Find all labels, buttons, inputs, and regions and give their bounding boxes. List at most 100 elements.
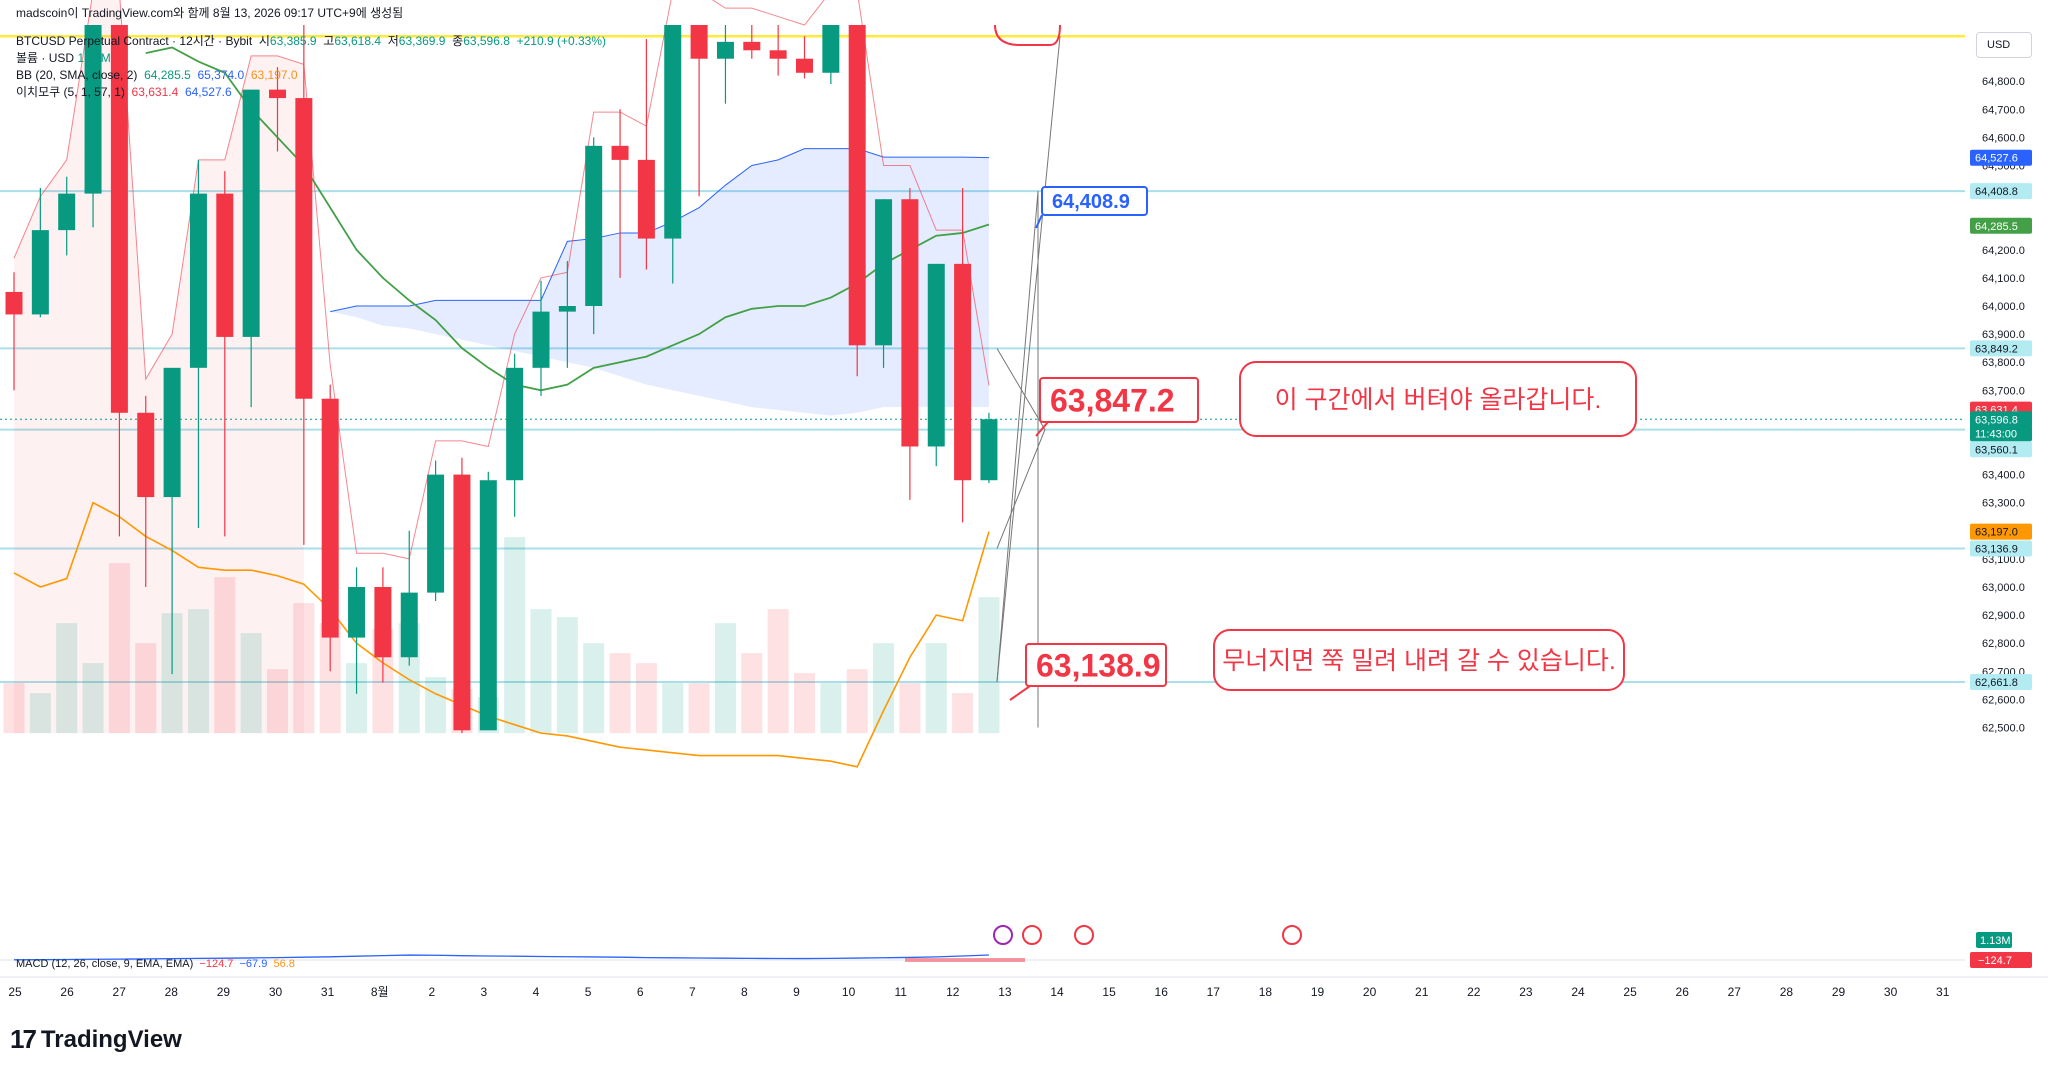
candle-body — [822, 25, 840, 73]
candle — [506, 353, 524, 517]
time-tick-label: 26 — [60, 985, 74, 999]
candle-body — [137, 412, 155, 498]
price-tick-label: 62,500.0 — [1982, 723, 2025, 735]
candle-body — [189, 193, 207, 368]
price-tick-label: 63,300.0 — [1982, 498, 2025, 510]
candle-body — [848, 25, 866, 346]
candle — [348, 567, 366, 694]
volume-bar — [635, 663, 657, 734]
macd-histogram — [905, 958, 1025, 962]
volume-bar — [82, 663, 104, 734]
annotation-level-low-text: 63,138.9 — [1036, 648, 1161, 684]
candle — [84, 25, 102, 228]
price-badge-label: 62,661.8 — [1975, 677, 2018, 689]
price-tick-label: 63,900.0 — [1982, 329, 2025, 341]
candle — [374, 567, 392, 683]
time-tick-label: 31 — [1936, 985, 1950, 999]
volume-bar — [899, 683, 921, 734]
price-tick-label: 63,800.0 — [1982, 357, 2025, 369]
candle-body — [453, 474, 471, 731]
macd-legend[interactable]: MACD (12, 26, close, 9, EMA, EMA) −124.7… — [16, 958, 295, 970]
candle — [558, 261, 576, 368]
symbol-title[interactable]: BTCUSD Perpetual Contract · 12시간 · Bybit — [16, 34, 253, 48]
price-tick-label: 64,000.0 — [1982, 301, 2025, 313]
candle-body — [321, 398, 339, 638]
currency-button[interactable]: USD — [1976, 32, 2032, 58]
price-badge-label: 64,285.5 — [1975, 221, 2018, 233]
price-tick-label: 62,900.0 — [1982, 610, 2025, 622]
time-tick-label: 2 — [428, 985, 435, 999]
volume-bar — [319, 623, 341, 734]
legend-symbol-row[interactable]: BTCUSD Perpetual Contract · 12시간 · Bybit… — [16, 34, 606, 48]
time-tick-label: 10 — [842, 985, 856, 999]
time-tick-label: 20 — [1363, 985, 1377, 999]
callout-hold: 이 구간에서 버텨야 올라갑니다. — [1239, 361, 1637, 437]
price-tick-label: 64,200.0 — [1982, 245, 2025, 257]
bb-basis-line — [145, 46, 990, 392]
annotation-level-low-box — [1025, 643, 1167, 687]
volume-bar — [741, 653, 763, 734]
time-tick-label: 21 — [1415, 985, 1429, 999]
macd-line — [13, 954, 989, 961]
candle — [743, 25, 761, 59]
callout-hold-box — [1239, 361, 1637, 437]
candle-body — [532, 311, 550, 368]
candle — [822, 25, 840, 85]
volume-bar — [873, 643, 895, 734]
volume-bar — [214, 577, 236, 734]
candle-body — [716, 41, 734, 59]
price-badge-bg — [1970, 674, 2032, 691]
volume-bar — [293, 603, 315, 734]
time-tick-label: 25 — [8, 985, 22, 999]
legend-volume-row[interactable]: 볼륨 · USD 1.13M — [16, 51, 111, 65]
candle — [927, 263, 945, 467]
candle-body — [506, 367, 524, 481]
annotation-pointer — [1009, 685, 1031, 701]
time-tick-label: 23 — [1519, 985, 1533, 999]
price-badge-label: 63,560.1 — [1975, 444, 2018, 456]
volume-bar — [978, 597, 1000, 734]
candle — [110, 25, 128, 537]
volume-bar — [425, 677, 447, 734]
candle — [875, 199, 893, 368]
ohlc-high: 63,618.4 — [334, 34, 382, 48]
candle-body — [875, 199, 893, 346]
price-badge-bg — [1970, 183, 2032, 200]
callout-break: 무너지면 쭉 밀려 내려 갈 수 있습니다. — [1213, 629, 1625, 691]
time-tick-label: 9 — [793, 985, 800, 999]
price-badge: 63,197.0 — [1970, 523, 2032, 540]
time-tick-label: 11 — [894, 985, 907, 999]
price-badge-label: 11:43:00 — [1975, 428, 2017, 440]
candle-body — [400, 592, 418, 658]
time-tick-label: 18 — [1259, 985, 1273, 999]
candle — [585, 137, 603, 335]
time-tick-label: 28 — [165, 985, 179, 999]
time-tick-label: 8 — [741, 985, 748, 999]
time-tick-label: 3 — [481, 985, 488, 999]
volume-bar — [925, 643, 947, 734]
candle — [532, 280, 550, 396]
event-marker-icon — [1074, 925, 1094, 945]
event-marker-icon — [993, 925, 1013, 945]
price-tick-label: 64,700.0 — [1982, 104, 2025, 116]
price-tick-label: 64,800.0 — [1982, 76, 2025, 88]
price-badge-bg — [1970, 540, 2032, 557]
candle-body — [954, 263, 972, 481]
candle — [611, 109, 629, 278]
candle-body — [585, 145, 603, 306]
candle-body — [664, 25, 682, 239]
volume-bar — [29, 693, 51, 734]
price-tick-label: 62,600.0 — [1982, 694, 2025, 706]
candle — [901, 187, 919, 500]
candle-body — [558, 306, 576, 312]
lagging-span-line — [13, 0, 990, 560]
legend-ichimoku-row[interactable]: 이치모쿠 (5, 1, 57, 1) 63,631.4 64,527.6 — [16, 85, 232, 99]
candle-body — [374, 587, 392, 658]
legend-bb-row[interactable]: BB (20, SMA, close, 2) 64,285.5 65,374.0… — [16, 68, 298, 82]
annotation-level-top-box — [1041, 186, 1148, 216]
projection-line — [996, 348, 1046, 549]
tradingview-logo[interactable]: 17 TradingView — [10, 1024, 182, 1055]
projection-line — [996, 36, 1061, 683]
